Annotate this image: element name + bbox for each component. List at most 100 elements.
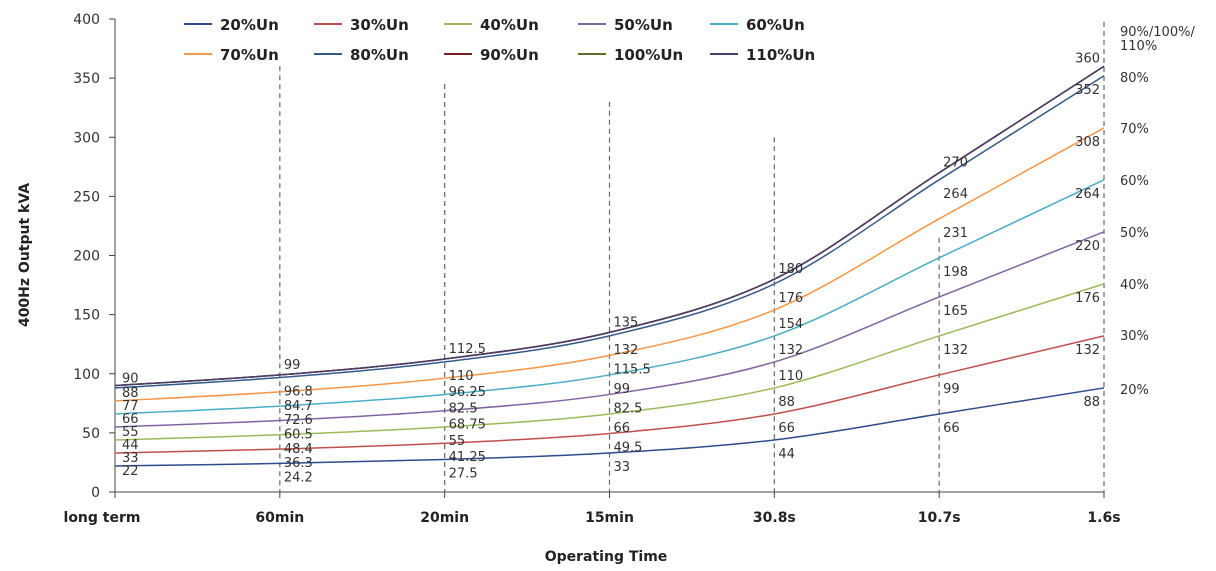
legend-label: 30%Un <box>350 16 409 34</box>
data-label: 66 <box>614 421 631 436</box>
data-label: 55 <box>449 434 466 449</box>
series-line-40%Un <box>114 283 1105 441</box>
y-axis: 0 50 100 150 200 250 300 350 400 <box>73 12 116 501</box>
data-label: 112.5 <box>449 342 486 357</box>
data-label: 99 <box>943 382 960 397</box>
legend: 20%Un 30%Un 40%Un 50%Un 60%Un 70%Un 80%Un 90%Un… <box>184 16 815 64</box>
series-lines <box>114 65 1105 467</box>
data-label: 264 <box>943 187 968 202</box>
data-label: 72.6 <box>284 413 313 428</box>
data-label: 68.75 <box>449 418 486 433</box>
data-label: 99 <box>284 358 301 373</box>
right-series-label: 40% <box>1120 278 1149 293</box>
x-tick-label: 30.8s <box>753 510 796 526</box>
data-label: 84.7 <box>284 399 313 414</box>
data-label: 77 <box>122 399 139 414</box>
data-label: 132 <box>614 343 639 358</box>
data-label: 110 <box>778 369 803 384</box>
data-label: 99 <box>614 382 631 397</box>
x-axis-title: Operating Time <box>545 549 668 565</box>
x-tick-label: long term <box>64 510 141 526</box>
data-label: 96.25 <box>449 385 486 400</box>
series-line-60%Un <box>114 179 1105 415</box>
y-tick-label: 200 <box>73 249 100 265</box>
data-label: 264 <box>1075 187 1100 202</box>
right-series-label: 30% <box>1120 329 1149 344</box>
data-label: 360 <box>1075 51 1100 66</box>
legend-label: 20%Un <box>220 16 279 34</box>
data-label: 220 <box>1075 239 1100 254</box>
legend-label: 60%Un <box>746 16 805 34</box>
legend-label: 100%Un <box>614 46 683 64</box>
data-label: 82.5 <box>614 401 643 416</box>
series-line-70%Un <box>114 127 1105 402</box>
legend-label: 110%Un <box>746 46 815 64</box>
data-label: 198 <box>943 265 968 280</box>
y-tick-label: 300 <box>73 130 100 146</box>
right-labels: 90%/100%/110% 80% 70% 60% 50% 40% 30% 20% <box>1120 25 1195 398</box>
data-label: 82.5 <box>449 401 478 416</box>
data-label: 22 <box>122 464 139 479</box>
y-tick-label: 100 <box>73 367 100 383</box>
data-label: 132 <box>778 343 803 358</box>
data-label: 132 <box>943 343 968 358</box>
data-label: 36.3 <box>284 456 313 471</box>
series-line-20%Un <box>114 387 1105 467</box>
right-series-label: 50% <box>1120 226 1149 241</box>
series-line-50%Un <box>114 231 1105 428</box>
data-label: 48.4 <box>284 442 313 457</box>
right-series-label: 60% <box>1120 174 1149 189</box>
data-label: 110 <box>449 369 474 384</box>
y-tick-label: 0 <box>91 485 100 501</box>
x-tick-label: 60min <box>255 510 304 526</box>
data-label: 24.2 <box>284 470 313 485</box>
x-tick-label: 10.7s <box>918 510 961 526</box>
data-label: 33 <box>614 460 631 475</box>
category-guide-lines <box>279 22 1105 492</box>
data-label: 33 <box>122 451 139 466</box>
data-label: 41.25 <box>449 450 486 465</box>
x-axis: long term 60min 20min 15min 30.8s 10.7s 1.6s <box>64 491 1121 526</box>
y-tick-label: 400 <box>73 12 100 28</box>
data-label: 66 <box>943 421 960 436</box>
legend-label: 80%Un <box>350 46 409 64</box>
data-label: 88 <box>122 386 139 401</box>
y-tick-label: 250 <box>73 189 100 205</box>
data-label: 96.8 <box>284 385 313 400</box>
right-series-label: 70% <box>1120 122 1149 137</box>
data-label: 66 <box>778 421 795 436</box>
data-label: 308 <box>1075 135 1100 150</box>
data-label: 352 <box>1075 83 1100 98</box>
legend-label: 50%Un <box>614 16 673 34</box>
data-label: 180 <box>778 262 803 277</box>
x-tick-label: 1.6s <box>1087 510 1120 526</box>
data-label: 27.5 <box>449 466 478 481</box>
legend-label: 90%Un <box>480 46 539 64</box>
data-label: 90 <box>122 372 139 387</box>
data-label: 231 <box>943 226 968 241</box>
data-label: 88 <box>778 395 795 410</box>
right-series-label: 90%/100%/ <box>1120 25 1195 40</box>
data-label: 176 <box>778 291 803 306</box>
legend-label: 40%Un <box>480 16 539 34</box>
series-line-110%Un <box>114 65 1105 387</box>
y-axis-title: 400Hz Output kVA <box>17 183 33 327</box>
y-tick-label: 150 <box>73 308 100 324</box>
data-label: 66 <box>122 412 139 427</box>
data-label: 135 <box>614 315 639 330</box>
right-series-label: 20% <box>1120 383 1149 398</box>
data-label: 44 <box>122 438 139 453</box>
right-series-label: 110% <box>1120 39 1157 54</box>
data-label: 132 <box>1075 343 1100 358</box>
data-label: 165 <box>943 304 968 319</box>
y-tick-label: 50 <box>82 426 100 442</box>
series-line-80%Un <box>114 75 1105 389</box>
data-label: 44 <box>778 447 795 462</box>
y-tick-label: 350 <box>73 71 100 87</box>
series-line-30%Un <box>114 335 1105 454</box>
data-label: 49.5 <box>614 440 643 455</box>
data-label: 55 <box>122 425 139 440</box>
data-label: 176 <box>1075 291 1100 306</box>
data-label: 60.5 <box>284 427 313 442</box>
data-label: 270 <box>943 156 968 171</box>
